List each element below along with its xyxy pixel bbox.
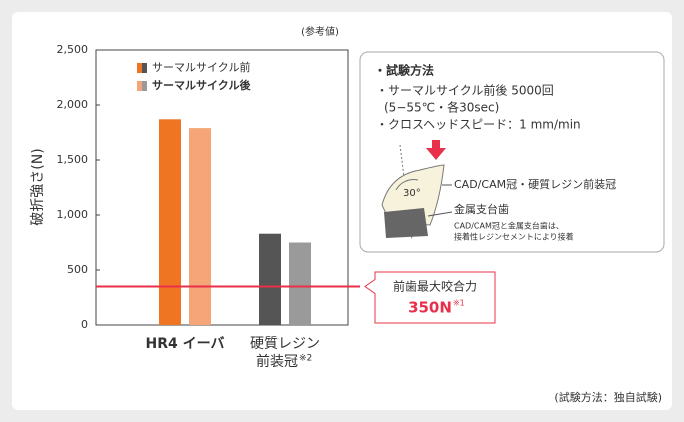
legend-swatch xyxy=(142,63,147,73)
y-tick-label: 2,500 xyxy=(57,43,89,56)
source: (試験方法：独自試験) xyxy=(554,390,662,404)
y-tick-label: 500 xyxy=(67,263,88,276)
footnote-mark: ※2 xyxy=(299,354,312,364)
method-line: ・クロスヘッドスピード：1 mm/min xyxy=(376,118,581,132)
x-tick-label: 硬質レジン xyxy=(250,336,320,352)
abutment-label: 金属支台歯 xyxy=(454,202,509,216)
legend-label: サーマルサイクル前 xyxy=(152,60,250,74)
y-tick-label: 1,500 xyxy=(57,153,89,166)
legend-swatch xyxy=(137,81,142,91)
method-box: ・試験方法 ・サーマルサイクル前後 5000回 (5−55℃・各30sec) ・… xyxy=(359,51,665,253)
x-tick-label: HR4 イーバ xyxy=(146,336,225,352)
bar xyxy=(259,233,281,325)
bar xyxy=(189,128,211,325)
method-line: (5−55℃・各30sec) xyxy=(384,100,499,115)
plot-frame xyxy=(95,49,349,326)
bar xyxy=(159,119,181,325)
callout-title: 前歯最大咬合力 xyxy=(393,279,477,294)
method-title: ・試験方法 xyxy=(374,63,434,78)
method-line: ・サーマルサイクル前後 5000回 xyxy=(376,83,554,98)
legend-swatch xyxy=(137,63,142,73)
legend-label: サーマルサイクル後 xyxy=(152,78,251,92)
callout-value: 350N xyxy=(408,299,452,317)
callout-box xyxy=(364,271,496,324)
x-tick-label: 前装冠 xyxy=(256,353,298,370)
note-line: CAD/CAM冠と金属支台歯は、 xyxy=(454,221,564,231)
legend-swatch xyxy=(142,81,147,91)
y-tick-label: 0 xyxy=(81,318,88,331)
subtitle: (参考値) xyxy=(301,25,339,38)
callout-note: ※1 xyxy=(453,299,465,308)
angle: 30° xyxy=(403,188,421,199)
y-tick-label: 1,000 xyxy=(57,208,89,221)
crown-label: CAD/CAM冠・硬質レジン前装冠 xyxy=(454,177,616,191)
bar xyxy=(289,242,311,325)
note-line: 接着性レジンセメントにより接着 xyxy=(454,232,574,242)
y-tick-label: 2,000 xyxy=(57,98,89,111)
y-label: 破折強さ(N) xyxy=(30,148,46,225)
